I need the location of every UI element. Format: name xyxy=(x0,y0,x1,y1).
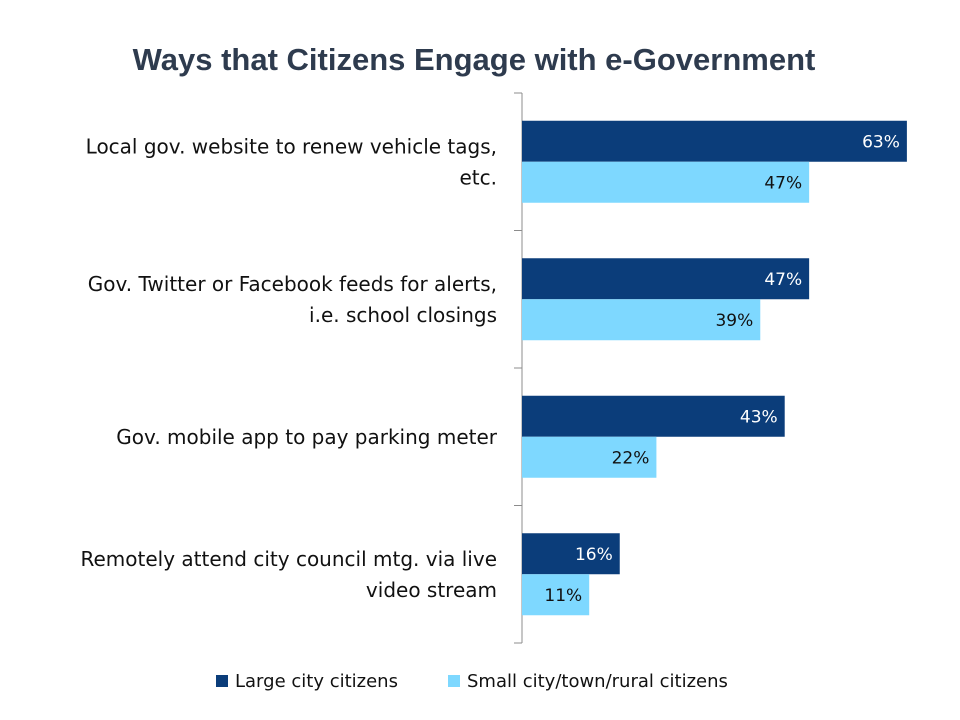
data-label: 47% xyxy=(764,270,802,290)
bars: 63% 47% 47% 39% 43% 22% 16% 11% xyxy=(522,120,907,616)
category-label: Gov. Twitter or Facebook feeds for alert… xyxy=(88,272,497,327)
bar xyxy=(522,258,810,300)
data-label: 22% xyxy=(612,448,650,468)
legend-label: Large city citizens xyxy=(235,671,398,692)
category-label-line: Gov. Twitter or Facebook feeds for alert… xyxy=(88,272,497,296)
bar xyxy=(522,533,620,575)
category-label-line: i.e. school closings xyxy=(309,303,497,327)
legend-swatch xyxy=(216,675,228,687)
data-label: 11% xyxy=(544,586,582,606)
data-label: 39% xyxy=(715,311,753,331)
legend-swatch xyxy=(448,675,460,687)
category-label-line: Gov. mobile app to pay parking meter xyxy=(116,425,497,449)
category-labels: Local gov. website to renew vehicle tags… xyxy=(80,134,497,602)
bar xyxy=(522,436,657,478)
bar xyxy=(522,120,907,162)
data-label: 43% xyxy=(740,407,778,427)
category-label: Local gov. website to renew vehicle tags… xyxy=(86,134,497,189)
legend: Large city citizens Small city/town/rural… xyxy=(216,671,728,692)
category-label-line: Remotely attend city council mtg. via li… xyxy=(80,547,497,571)
category-axis xyxy=(514,92,523,644)
chart-title: Ways that Citizens Engage with e-Governm… xyxy=(133,42,816,77)
category-label-line: Local gov. website to renew vehicle tags… xyxy=(86,134,497,158)
category-label-line: video stream xyxy=(366,578,497,602)
category-label-line: etc. xyxy=(460,165,498,189)
data-label: 63% xyxy=(862,132,900,152)
category-label: Remotely attend city council mtg. via li… xyxy=(80,547,497,602)
legend-label: Small city/town/rural citizens xyxy=(467,671,728,692)
bar xyxy=(522,299,761,341)
data-label: 47% xyxy=(764,173,802,193)
bar xyxy=(522,161,810,203)
data-label: 16% xyxy=(575,545,613,565)
bar xyxy=(522,395,785,437)
bar xyxy=(522,574,590,616)
category-label: Gov. mobile app to pay parking meter xyxy=(116,425,497,449)
